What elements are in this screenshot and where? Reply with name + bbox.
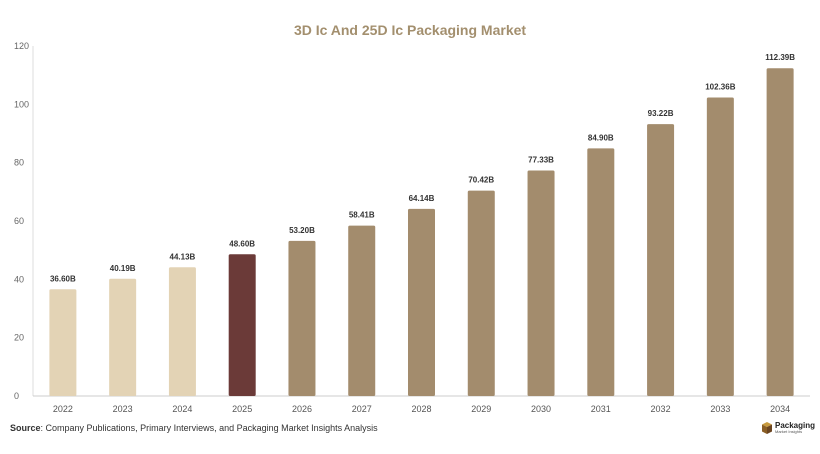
bar-2028 [408,208,435,396]
bar-2026 [288,240,316,396]
data-label-2027: 58.41B [349,211,375,220]
bar-2025 [228,254,256,396]
x-tick-label: 2030 [531,404,551,414]
x-tick-label: 2026 [292,404,312,414]
x-tick-label: 2023 [113,404,133,414]
y-tick-label: 40 [14,274,24,284]
data-label-2031: 84.90B [588,133,614,142]
data-label-2033: 102.36B [705,82,735,91]
brand-logo: Packaging Market Insights [762,422,815,434]
x-tick-label: 2029 [471,404,491,414]
bar-2027 [348,225,376,396]
x-tick-label: 2024 [172,404,192,414]
x-tick-label: 2028 [411,404,431,414]
y-tick-label: 60 [14,216,24,226]
data-label-2029: 70.42B [468,176,494,185]
y-tick-label: 100 [14,99,29,109]
chart-title: 3D Ic And 25D Ic Packaging Market [294,22,526,38]
bar-2023 [109,278,137,396]
bar-2024 [168,267,196,396]
data-label-2024: 44.13B [170,252,196,261]
bar-2022 [49,289,77,396]
source-text: : Company Publications, Primary Intervie… [40,423,378,433]
data-label-2026: 53.20B [289,226,315,235]
y-axis: 0 20 40 60 80 100 120 [14,41,34,401]
x-tick-label: 2027 [352,404,372,414]
y-tick-label: 0 [14,391,19,401]
y-tick-label: 20 [14,333,24,343]
bar-2030 [527,170,555,396]
source-label: Source [10,423,41,433]
x-tick-label: 2033 [710,404,730,414]
bars [49,68,794,396]
x-tick-label: 2032 [651,404,671,414]
x-tick-label: 2025 [232,404,252,414]
data-labels: 36.60B 40.19B 44.13B 48.60B 53.20B 58.41B 64.1… [50,53,795,283]
box-icon [762,422,772,434]
bar-2029 [467,190,495,396]
data-label-2030: 77.33B [528,155,554,164]
y-tick-label: 120 [14,41,29,51]
x-tick-label: 2022 [53,404,73,414]
x-axis: 2022 2023 2024 2025 2026 2027 2028 2029 2030 2031… [33,395,810,414]
data-label-2028: 64.14B [409,194,435,203]
data-label-2034: 112.39B [765,53,795,62]
bar-2033 [706,97,734,396]
bar-2032 [647,124,675,396]
x-tick-label: 2031 [591,404,611,414]
bar-2034 [766,68,794,396]
logo-name: Packaging [775,421,816,430]
bar-2031 [587,148,615,396]
source-note: Source: Company Publications, Primary In… [10,423,378,433]
x-tick-label: 2034 [770,404,790,414]
data-label-2023: 40.19B [110,264,136,273]
data-label-2022: 36.60B [50,274,76,283]
logo-tagline: Market Insights [775,429,803,434]
data-label-2032: 93.22B [648,109,674,118]
y-tick-label: 80 [14,158,24,168]
data-label-2025: 48.60B [229,239,255,248]
